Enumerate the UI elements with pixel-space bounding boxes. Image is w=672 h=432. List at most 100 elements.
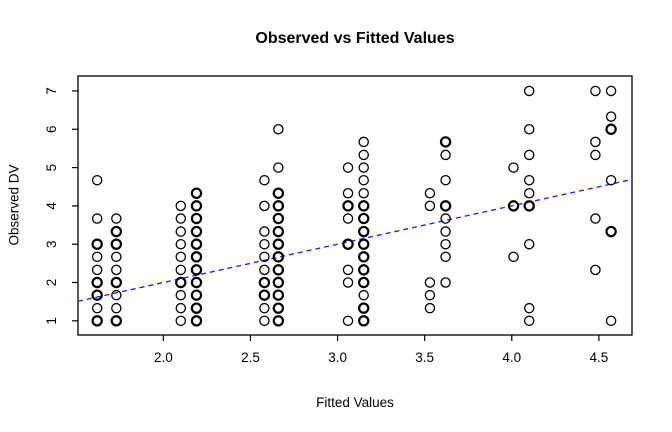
x-tick-label: 2.5	[241, 350, 260, 365]
x-axis-label: Fitted Values	[316, 395, 394, 410]
data-point	[424, 289, 436, 301]
data-point	[273, 124, 284, 135]
data-point	[342, 213, 354, 224]
y-tick-label: 6	[44, 125, 59, 133]
data-point	[605, 85, 617, 97]
data-point	[508, 251, 519, 263]
data-point	[358, 315, 370, 327]
data-point	[91, 302, 103, 314]
y-tick-label: 3	[44, 240, 59, 248]
x-tick-label: 3.0	[328, 350, 347, 365]
data-point	[91, 174, 103, 186]
y-tick-label: 5	[44, 164, 59, 172]
x-tick-label: 3.5	[415, 350, 434, 365]
data-point	[342, 264, 354, 276]
data-point	[358, 302, 370, 314]
data-point	[190, 187, 203, 199]
data-point	[259, 251, 270, 263]
data-point	[190, 289, 203, 301]
data-point	[358, 276, 370, 289]
data-point	[342, 200, 354, 212]
plot-frame	[77, 75, 633, 336]
data-point	[91, 264, 103, 276]
data-point	[358, 289, 369, 301]
data-point	[190, 264, 203, 276]
data-point	[259, 238, 270, 250]
data-point	[605, 111, 617, 122]
data-point	[440, 277, 451, 288]
data-point	[523, 200, 535, 212]
data-point	[272, 276, 285, 289]
data-point	[175, 276, 187, 289]
data-point	[440, 149, 451, 161]
data-point	[358, 162, 369, 173]
data-point	[111, 213, 122, 224]
data-point	[272, 264, 285, 276]
data-point	[590, 264, 601, 276]
data-point	[590, 213, 601, 224]
data-point	[111, 251, 122, 263]
data-point	[523, 85, 535, 97]
data-point	[175, 315, 187, 327]
data-point	[175, 302, 187, 314]
y-tick-label: 2	[44, 279, 59, 287]
data-point	[358, 136, 369, 148]
x-tick-label: 2.0	[154, 350, 173, 365]
data-point	[523, 149, 535, 161]
data-point	[190, 315, 203, 327]
data-point	[358, 264, 370, 276]
data-point	[111, 289, 122, 301]
data-point	[190, 302, 203, 314]
x-tick-label: 4.0	[502, 350, 521, 365]
data-point	[523, 315, 535, 327]
data-point	[508, 162, 519, 173]
data-point	[358, 187, 369, 199]
data-point	[342, 315, 354, 327]
data-point	[190, 225, 203, 238]
data-point	[91, 213, 103, 224]
data-point	[605, 174, 617, 186]
data-point	[523, 174, 535, 186]
data-point	[272, 315, 285, 327]
data-point	[91, 251, 103, 263]
data-point	[590, 85, 601, 97]
data-point	[358, 238, 370, 250]
chart-title: Observed vs Fitted Values	[255, 30, 455, 47]
data-point	[272, 225, 285, 238]
data-point	[439, 136, 452, 148]
data-point	[190, 212, 203, 225]
data-point	[111, 302, 122, 314]
data-point	[605, 315, 617, 327]
data-point	[110, 238, 123, 250]
data-point	[110, 315, 123, 327]
data-point	[507, 200, 520, 212]
data-point	[358, 212, 370, 225]
data-point	[259, 302, 270, 314]
data-point	[272, 187, 285, 199]
data-point	[91, 315, 103, 327]
data-point	[342, 238, 354, 250]
data-point	[440, 251, 451, 263]
data-point	[272, 251, 285, 263]
data-point	[605, 225, 617, 238]
data-point	[342, 187, 354, 199]
identity-reference-line	[77, 178, 633, 302]
data-point	[175, 264, 187, 276]
data-point	[190, 200, 203, 212]
data-point	[272, 200, 285, 212]
data-point	[111, 264, 122, 276]
data-point	[259, 226, 270, 237]
data-point	[358, 174, 369, 186]
data-point	[523, 238, 535, 250]
data-point	[605, 123, 617, 135]
data-point	[190, 276, 203, 289]
data-point	[259, 264, 270, 276]
data-point	[424, 200, 436, 212]
y-tick-label: 1	[44, 317, 59, 325]
data-point	[424, 187, 436, 199]
data-point	[523, 302, 535, 314]
data-point	[440, 226, 451, 237]
data-point	[175, 200, 187, 212]
data-point	[440, 213, 451, 224]
